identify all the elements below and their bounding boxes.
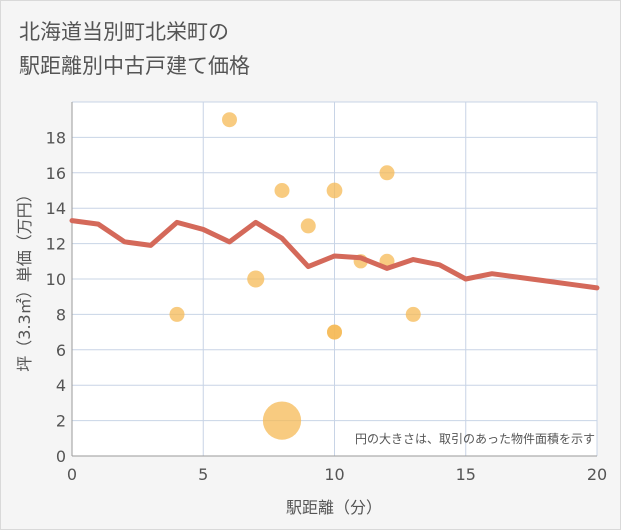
y-tick-label: 2 [56,412,66,431]
trend-line [69,218,600,291]
x-tick-label: 5 [198,465,208,484]
bubble-point [405,306,421,322]
y-tick-label: 8 [56,305,66,324]
bubble-point [247,270,265,288]
chart-title-line-2: 駅距離別中古戸建て価格 [19,54,250,78]
y-tick-label: 0 [56,447,66,466]
x-tick-label: 20 [587,465,607,484]
x-tick-label: 0 [67,465,77,484]
chart-title: 北海道当別町北栄町の 駅距離別中古戸建て価格 [19,15,250,83]
grid-lines [71,101,598,457]
x-tick-labels: 0 5 10 15 20 [67,465,607,484]
y-tick-label: 14 [46,199,66,218]
y-axis-label: 坪（3.3㎡）単価（万円） [15,186,34,371]
x-tick-label: 15 [456,465,476,484]
bubble-point [262,401,302,440]
y-tick-label: 4 [56,376,66,395]
size-note: 円の大きさは、取引のあった物件面積を示す [355,431,595,446]
bubble-point [222,112,237,128]
x-axis-label: 駅距離（分） [286,498,382,517]
y-tick-label: 6 [56,341,66,360]
y-tick-label: 18 [46,128,66,147]
y-tick-label: 10 [46,270,66,289]
bubble-point [300,218,316,234]
bubble-point [326,182,343,199]
bubble-point [327,324,342,340]
bubble-point [169,306,185,322]
y-tick-label: 12 [46,235,66,254]
y-tick-labels: 0 2 4 6 8 10 12 14 16 18 [46,128,66,466]
x-tick-label: 10 [324,465,344,484]
y-tick-label: 16 [46,164,66,183]
bubble-point [274,183,290,198]
bubble-point [379,165,395,181]
chart-title-line-1: 北海道当別町北栄町の [19,20,229,44]
